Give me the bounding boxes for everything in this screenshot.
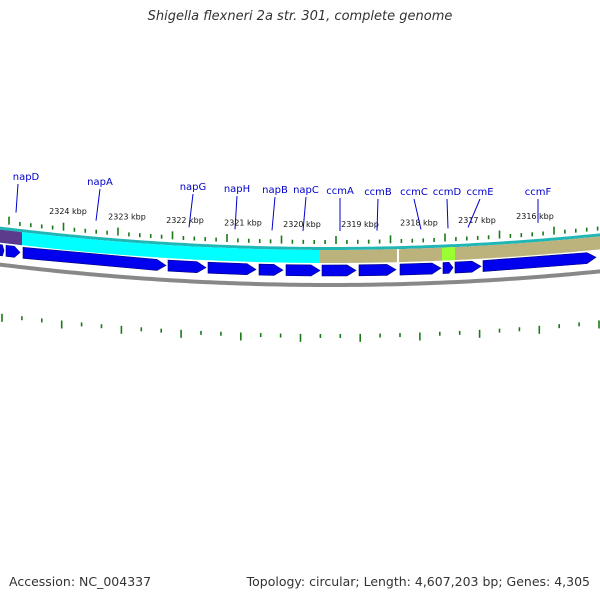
band-segment: [442, 247, 455, 261]
leader-line: [376, 198, 379, 231]
gene-label-ccmC: ccmC: [400, 187, 428, 198]
kbp-label: 2324 kbp: [49, 207, 87, 216]
kbp-label: 2318 kbp: [400, 219, 438, 228]
band-segment: [320, 236, 600, 263]
gene-label-napA: napA: [87, 177, 113, 188]
cds-arrow: [482, 252, 597, 272]
tick-track-upper: [8, 216, 599, 244]
cds-arrow: [358, 264, 397, 277]
kbp-label: 2316 kbp: [516, 212, 554, 221]
cds-arrow: [5, 244, 21, 258]
cds-arrow: [399, 262, 442, 276]
gene-label-ccmB: ccmB: [364, 187, 392, 198]
cds-arrow: [207, 261, 257, 276]
cds-arrow: [0, 244, 5, 257]
accession-text: Accession: NC_004337: [9, 574, 152, 589]
gene-label-ccmA: ccmA: [326, 186, 354, 197]
leader-line: [271, 196, 276, 231]
leader-line: [15, 183, 19, 213]
gene-label-napB: napB: [262, 185, 288, 196]
gene-label-napH: napH: [224, 184, 250, 195]
cds-arrow: [454, 260, 482, 274]
tick-track-lower: [1, 313, 600, 342]
gene-label-napC: napC: [293, 185, 319, 196]
genome-ring: [0, 226, 600, 287]
cds-arrow: [442, 262, 454, 274]
gene-label-napD: napD: [13, 172, 40, 183]
cds-arrow-track: [0, 244, 597, 277]
kbp-label: 2320 kbp: [283, 220, 321, 229]
backbone-line: [0, 262, 600, 287]
band-gap: [397, 249, 399, 263]
leader-line: [234, 195, 238, 230]
cds-arrow: [258, 263, 284, 276]
kbp-label: 2317 kbp: [458, 216, 496, 225]
cds-arrow: [22, 247, 167, 271]
cds-arrow: [285, 264, 321, 277]
kbp-label: 2321 kbp: [224, 219, 262, 228]
gene-label-ccmF: ccmF: [525, 187, 552, 198]
leader-line: [413, 198, 422, 230]
gene-labels: napD napA napG napH napB napC ccmA ccmB ccmC ccmD…: [13, 172, 552, 198]
leader-line: [467, 198, 481, 228]
cds-arrow: [321, 264, 357, 277]
leader-line: [188, 193, 194, 228]
gene-label-ccmE: ccmE: [466, 187, 493, 198]
gene-label-napG: napG: [180, 182, 207, 193]
kbp-label: 2322 kbp: [166, 216, 204, 225]
genome-summary-text: Topology: circular; Length: 4,607,203 bp…: [246, 574, 590, 589]
kbp-label: 2319 kbp: [341, 220, 379, 229]
leader-line: [446, 198, 449, 229]
leader-line: [95, 188, 101, 221]
map-title: Shigella flexneri 2a str. 301, complete …: [147, 9, 453, 24]
leader-line: [302, 196, 307, 231]
band-segment: [0, 229, 320, 263]
kbp-scale-labels: 2324 kbp 2323 kbp 2322 kbp 2321 kbp 2320 kbp…: [49, 207, 554, 229]
kbp-label: 2323 kbp: [108, 212, 146, 221]
cds-arrow: [167, 259, 207, 273]
band-segment: [0, 229, 22, 246]
gene-label-ccmD: ccmD: [433, 187, 462, 198]
gene-label-leader-lines: [15, 183, 539, 231]
